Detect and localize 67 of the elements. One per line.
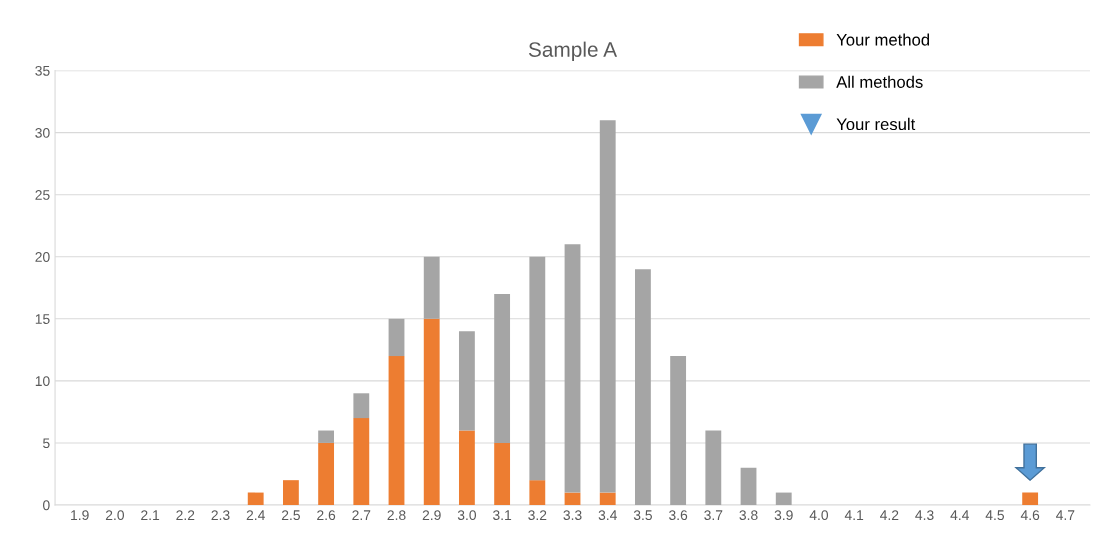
y-tick-label: 15	[35, 314, 50, 324]
x-tick-label: 2.0	[105, 510, 124, 521]
x-tick-label: 4.7	[1056, 510, 1075, 520]
x-tick-label: 2.8	[387, 510, 406, 521]
bar	[282, 480, 299, 505]
chart-title: Sample A	[528, 41, 618, 62]
bar	[564, 244, 581, 493]
bar	[458, 331, 475, 431]
y-tick-label: 30	[35, 127, 50, 138]
bar	[353, 418, 370, 505]
bar	[423, 256, 440, 319]
x-tick-label: 2.3	[211, 510, 230, 521]
x-tick-label: 3.2	[528, 510, 547, 521]
annotation: Your result	[836, 117, 916, 131]
bar	[423, 318, 440, 505]
bar	[705, 430, 722, 505]
x-tick-label: 2.6	[317, 510, 336, 521]
bar	[529, 256, 546, 481]
bar	[740, 467, 757, 505]
x-tick-label: 4.5	[985, 510, 1005, 521]
y-tick-label: 25	[35, 190, 50, 200]
bar	[388, 318, 405, 357]
x-tick-label: 2.9	[422, 510, 441, 521]
bar	[318, 442, 335, 505]
x-tick-label: 3.1	[492, 510, 512, 521]
bar	[494, 442, 511, 505]
bar	[564, 492, 581, 505]
y-tick-label: 20	[35, 252, 50, 262]
y-tick-label: 35	[35, 65, 50, 76]
legend-label: All methods	[836, 75, 923, 88]
x-tick-label: 3.5	[633, 510, 652, 521]
bar	[670, 356, 687, 505]
x-tick-label: 1.9	[71, 510, 89, 521]
bar	[1022, 492, 1039, 505]
x-tick-label: 3.6	[669, 510, 688, 521]
bar	[775, 492, 792, 505]
bar	[599, 120, 616, 493]
bar	[529, 480, 546, 505]
x-tick-label: 3.7	[704, 510, 723, 521]
x-tick-label: 4.4	[950, 510, 969, 520]
x-tick-label: 2.5	[281, 510, 300, 521]
bar	[353, 393, 370, 419]
x-tick-label: 2.1	[141, 510, 160, 520]
bar	[494, 294, 511, 443]
x-tick-label: 4.0	[809, 510, 829, 521]
x-tick-label: 2.7	[352, 510, 371, 520]
x-tick-label: 4.3	[915, 510, 934, 521]
bar	[247, 492, 264, 505]
x-tick-label: 4.1	[844, 510, 864, 520]
x-tick-label: 3.3	[563, 510, 582, 521]
y-tick-label: 10	[35, 376, 50, 387]
bar	[635, 269, 651, 505]
x-tick-label: 4.6	[1020, 510, 1040, 521]
x-tick-label: 2.2	[176, 510, 195, 520]
y-tick-label: 5	[43, 438, 50, 449]
bar	[458, 430, 475, 505]
bar	[388, 356, 405, 505]
x-tick-label: 3.0	[457, 510, 477, 521]
x-tick-label: 4.2	[880, 510, 899, 520]
bar	[599, 492, 616, 505]
x-tick-label: 2.4	[246, 510, 265, 520]
x-tick-label: 3.8	[739, 510, 758, 521]
x-tick-label: 3.4	[598, 510, 617, 521]
bar	[318, 430, 335, 443]
y-tick-label: 0	[43, 500, 50, 511]
x-tick-label: 3.9	[774, 510, 793, 521]
legend-label: Your method	[836, 33, 930, 46]
